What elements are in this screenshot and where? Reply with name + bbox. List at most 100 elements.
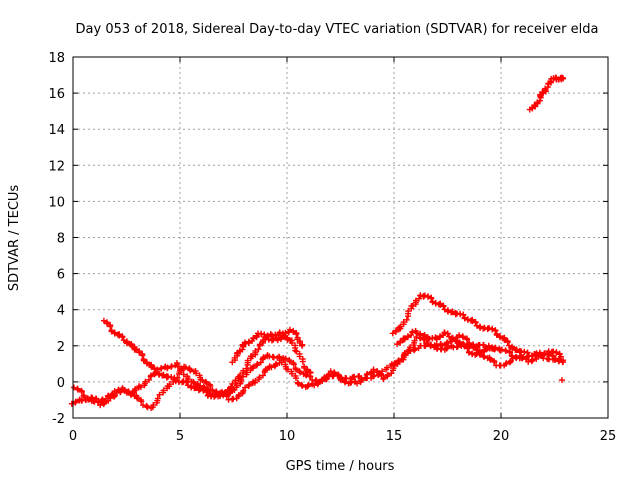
data-point [354, 380, 361, 387]
data-point [296, 353, 303, 360]
data-point [171, 375, 178, 382]
data-points [68, 74, 567, 412]
data-point [256, 341, 263, 348]
data-point [203, 389, 210, 396]
data-point [192, 385, 199, 392]
data-point [160, 372, 167, 379]
data-point [411, 337, 418, 344]
data-point [506, 349, 513, 356]
data-point [553, 349, 560, 356]
data-point [242, 384, 249, 391]
x-tick-label: 10 [279, 429, 296, 444]
data-point [405, 308, 412, 315]
data-point [429, 299, 436, 306]
data-point [293, 331, 300, 338]
data-point [403, 316, 410, 323]
data-point [327, 368, 334, 375]
data-point [249, 353, 256, 360]
data-point [295, 380, 302, 387]
data-point [440, 303, 447, 310]
data-point [439, 342, 446, 349]
data-point [140, 402, 147, 409]
data-point [301, 364, 308, 371]
data-point [85, 396, 92, 403]
data-point [388, 370, 395, 377]
data-point [342, 379, 349, 386]
data-point [559, 74, 566, 81]
y-tick-label: -2 [52, 412, 65, 427]
data-point [168, 363, 175, 370]
y-tick-label: 12 [48, 159, 65, 174]
data-point [505, 342, 512, 349]
data-point [259, 372, 266, 379]
data-point [449, 309, 456, 316]
data-point [425, 293, 432, 300]
data-point [428, 295, 435, 302]
data-point [116, 332, 123, 339]
data-point [113, 389, 120, 396]
data-point [364, 370, 371, 377]
data-point [453, 338, 460, 345]
data-point [560, 75, 567, 82]
y-tick-label: 2 [57, 340, 65, 355]
data-point [229, 380, 236, 387]
data-point [491, 346, 498, 353]
data-point [190, 379, 197, 386]
data-point [338, 377, 345, 384]
data-point [209, 387, 216, 394]
data-point [427, 343, 434, 350]
data-point [380, 374, 387, 381]
data-point [120, 337, 127, 344]
data-point [464, 345, 471, 352]
data-point [491, 358, 498, 365]
data-point [525, 358, 532, 365]
data-point [401, 352, 408, 359]
data-point [246, 381, 253, 388]
data-point [292, 347, 299, 354]
data-point [412, 345, 419, 352]
data-point [148, 364, 155, 371]
data-point [132, 386, 139, 393]
data-point [235, 391, 242, 398]
data-point [278, 359, 285, 366]
data-point [262, 335, 269, 342]
data-point [278, 333, 285, 340]
data-point [437, 301, 444, 308]
data-point [286, 358, 293, 365]
data-point [207, 383, 214, 390]
data-point [321, 374, 328, 381]
data-point [200, 387, 207, 394]
data-point [108, 328, 115, 335]
data-point [304, 367, 311, 374]
data-point [274, 337, 281, 344]
data-point [250, 334, 257, 341]
data-point [74, 386, 81, 393]
data-point [254, 360, 261, 367]
data-point [437, 333, 444, 340]
axis-ticks [72, 56, 609, 419]
y-tick-label: 10 [48, 195, 65, 210]
data-point [128, 342, 135, 349]
data-point [299, 382, 306, 389]
data-point [101, 398, 108, 405]
data-point [138, 398, 145, 405]
data-point [290, 328, 297, 335]
data-point [297, 369, 304, 376]
data-point [456, 332, 463, 339]
data-point [407, 344, 414, 351]
data-point [156, 391, 163, 398]
data-point [104, 320, 111, 327]
data-point [119, 334, 126, 341]
data-point [478, 349, 485, 356]
data-point [272, 361, 279, 368]
data-point [197, 386, 204, 393]
data-point [244, 357, 251, 364]
y-tick-label: 18 [48, 51, 65, 66]
data-point [292, 375, 299, 382]
data-point [489, 326, 496, 333]
data-point [303, 372, 310, 379]
data-point [232, 377, 239, 384]
x-tick-label: 0 [69, 429, 77, 444]
y-axis-label: SDTVAR / TECUs [7, 185, 22, 292]
